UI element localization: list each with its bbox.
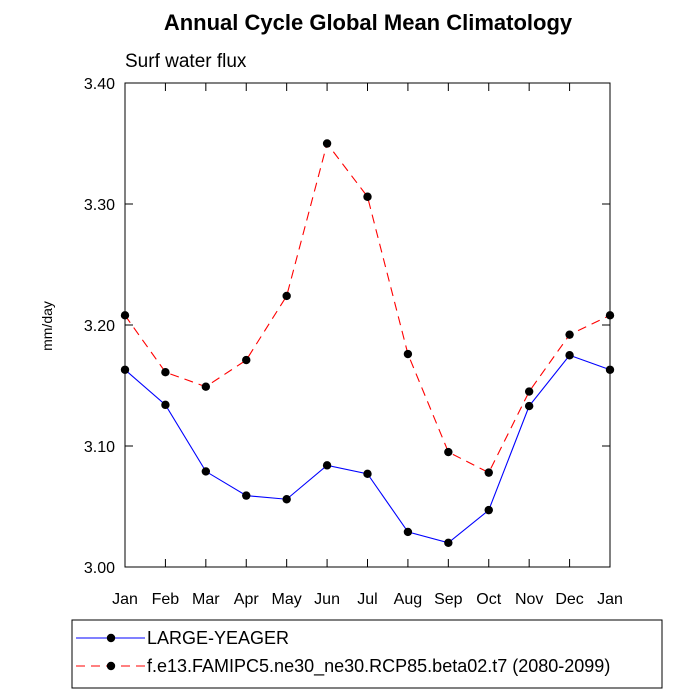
x-tick-label: Nov — [515, 591, 543, 608]
plot-frame — [124, 82, 611, 568]
data-point — [242, 491, 251, 500]
data-point — [322, 461, 332, 470]
data-point — [605, 365, 615, 374]
data-point — [322, 139, 332, 148]
data-point — [201, 382, 211, 391]
y-axis-label: mm/day — [39, 301, 55, 351]
data-point — [242, 355, 251, 365]
data-point — [120, 311, 130, 320]
legend-label: f.e13.FAMIPC5.ne30_ne30.RCP85.beta02.t7 … — [147, 656, 610, 677]
data-point — [363, 192, 372, 201]
legend-label: LARGE-YEAGER — [147, 628, 289, 648]
data-point — [282, 495, 291, 504]
y-tick-label: 3.40 — [84, 76, 115, 93]
axis-ticks: Jan Feb Mar Apr May Jun Jul Aug Sep Oct Nov Dec Jan 3… — [84, 76, 623, 608]
y-tick-label: 3.00 — [84, 560, 115, 577]
series-line — [124, 354, 611, 544]
data-point — [161, 400, 170, 410]
x-tick-label: Jan — [112, 591, 138, 608]
data-point — [565, 330, 574, 339]
data-point — [484, 505, 493, 515]
data-point — [161, 367, 170, 377]
data-point — [282, 291, 291, 301]
data-point — [403, 527, 413, 537]
series-layer — [120, 139, 615, 547]
x-tick-label: Jan — [597, 591, 623, 608]
data-point — [201, 467, 211, 476]
data-point — [484, 468, 493, 477]
data-point — [524, 387, 534, 396]
x-tick-label: May — [272, 591, 302, 608]
x-tick-label: Aug — [394, 591, 422, 608]
chart-title: Annual Cycle Global Mean Climatology — [164, 10, 573, 35]
y-tick-label: 3.20 — [84, 318, 115, 335]
legend-marker — [106, 661, 116, 671]
x-tick-label: Feb — [152, 591, 180, 608]
x-tick-label: Oct — [476, 591, 501, 608]
legend-marker — [106, 633, 116, 643]
data-point — [565, 351, 574, 360]
data-point — [120, 365, 130, 374]
x-tick-label: Mar — [192, 591, 220, 608]
data-point — [363, 469, 372, 479]
y-tick-label: 3.30 — [84, 197, 115, 214]
data-point — [605, 311, 615, 320]
x-tick-label: Jun — [314, 591, 340, 608]
legend-box — [71, 619, 663, 689]
chart-subtitle: Surf water flux — [125, 51, 247, 72]
y-tick-label: 3.10 — [84, 439, 115, 456]
data-point — [403, 349, 413, 359]
legend: LARGE-YEAGER f.e13.FAMIPC5.ne30_ne30.RCP8… — [71, 619, 663, 689]
data-point — [444, 538, 453, 547]
x-tick-label: Dec — [555, 591, 583, 608]
x-tick-label: Jul — [357, 591, 377, 608]
x-tick-label: Apr — [234, 591, 260, 608]
data-point — [444, 447, 453, 457]
data-point — [524, 401, 534, 411]
x-tick-label: Sep — [434, 591, 463, 608]
